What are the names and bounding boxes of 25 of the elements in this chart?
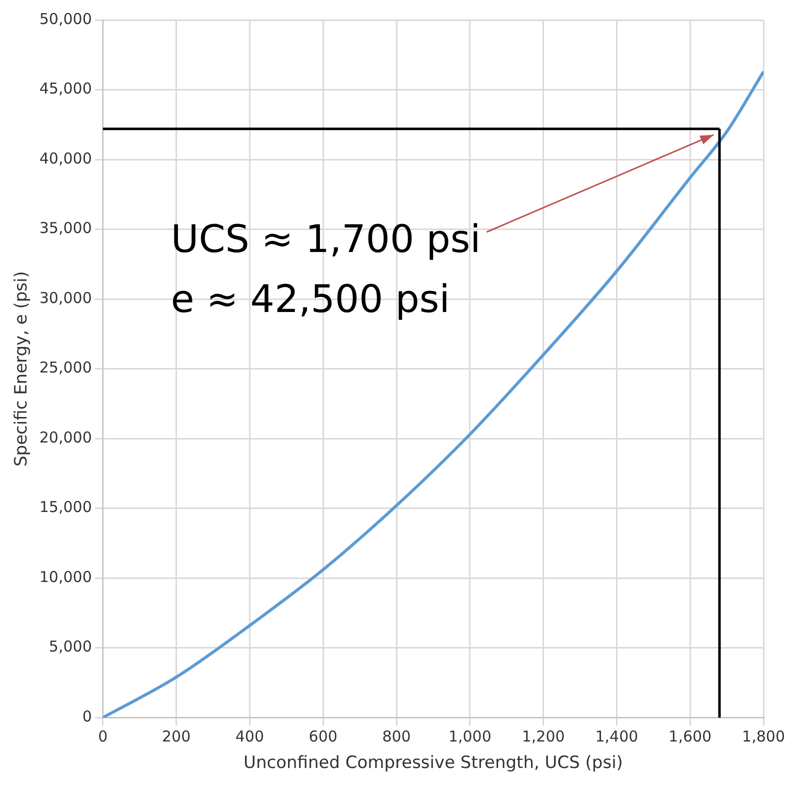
x-tick-label: 0	[98, 727, 108, 746]
y-tick-label: 20,000	[39, 428, 92, 446]
x-tick-label: 400	[235, 727, 264, 746]
x-tick-label: 1,600	[668, 727, 712, 746]
x-tick-label: 600	[308, 727, 338, 746]
annotation: e ≈ 42,500 psi	[170, 276, 450, 321]
x-tick-label: 1,800	[742, 727, 786, 746]
y-tick-label: 15,000	[39, 498, 92, 516]
x-tick-label: 1,200	[522, 727, 565, 746]
y-axis-title: Specific Energy, e (psi)	[12, 271, 32, 467]
x-tick-label: 1,400	[595, 727, 638, 746]
y-tick-label: 10,000	[39, 568, 92, 586]
y-tick-label: 25,000	[39, 358, 92, 377]
y-tick-label: 45,000	[39, 80, 92, 98]
y-tick-label: 30,000	[39, 288, 92, 307]
y-tick-label: 40,000	[39, 149, 92, 168]
x-tick-label: 800	[382, 727, 411, 746]
x-axis-title: Unconfined Compressive Strength, UCS (psi)	[243, 753, 623, 774]
x-tick-label: 200	[162, 727, 191, 746]
x-tick-label: 1,000	[448, 727, 492, 746]
y-tick-label: 0	[82, 707, 92, 726]
y-tick-label: 5,000	[48, 638, 92, 656]
annotation: UCS ≈ 1,700 psi	[170, 216, 481, 261]
y-tick-label: 35,000	[39, 219, 92, 238]
y-tick-label: 50,000	[39, 10, 92, 28]
